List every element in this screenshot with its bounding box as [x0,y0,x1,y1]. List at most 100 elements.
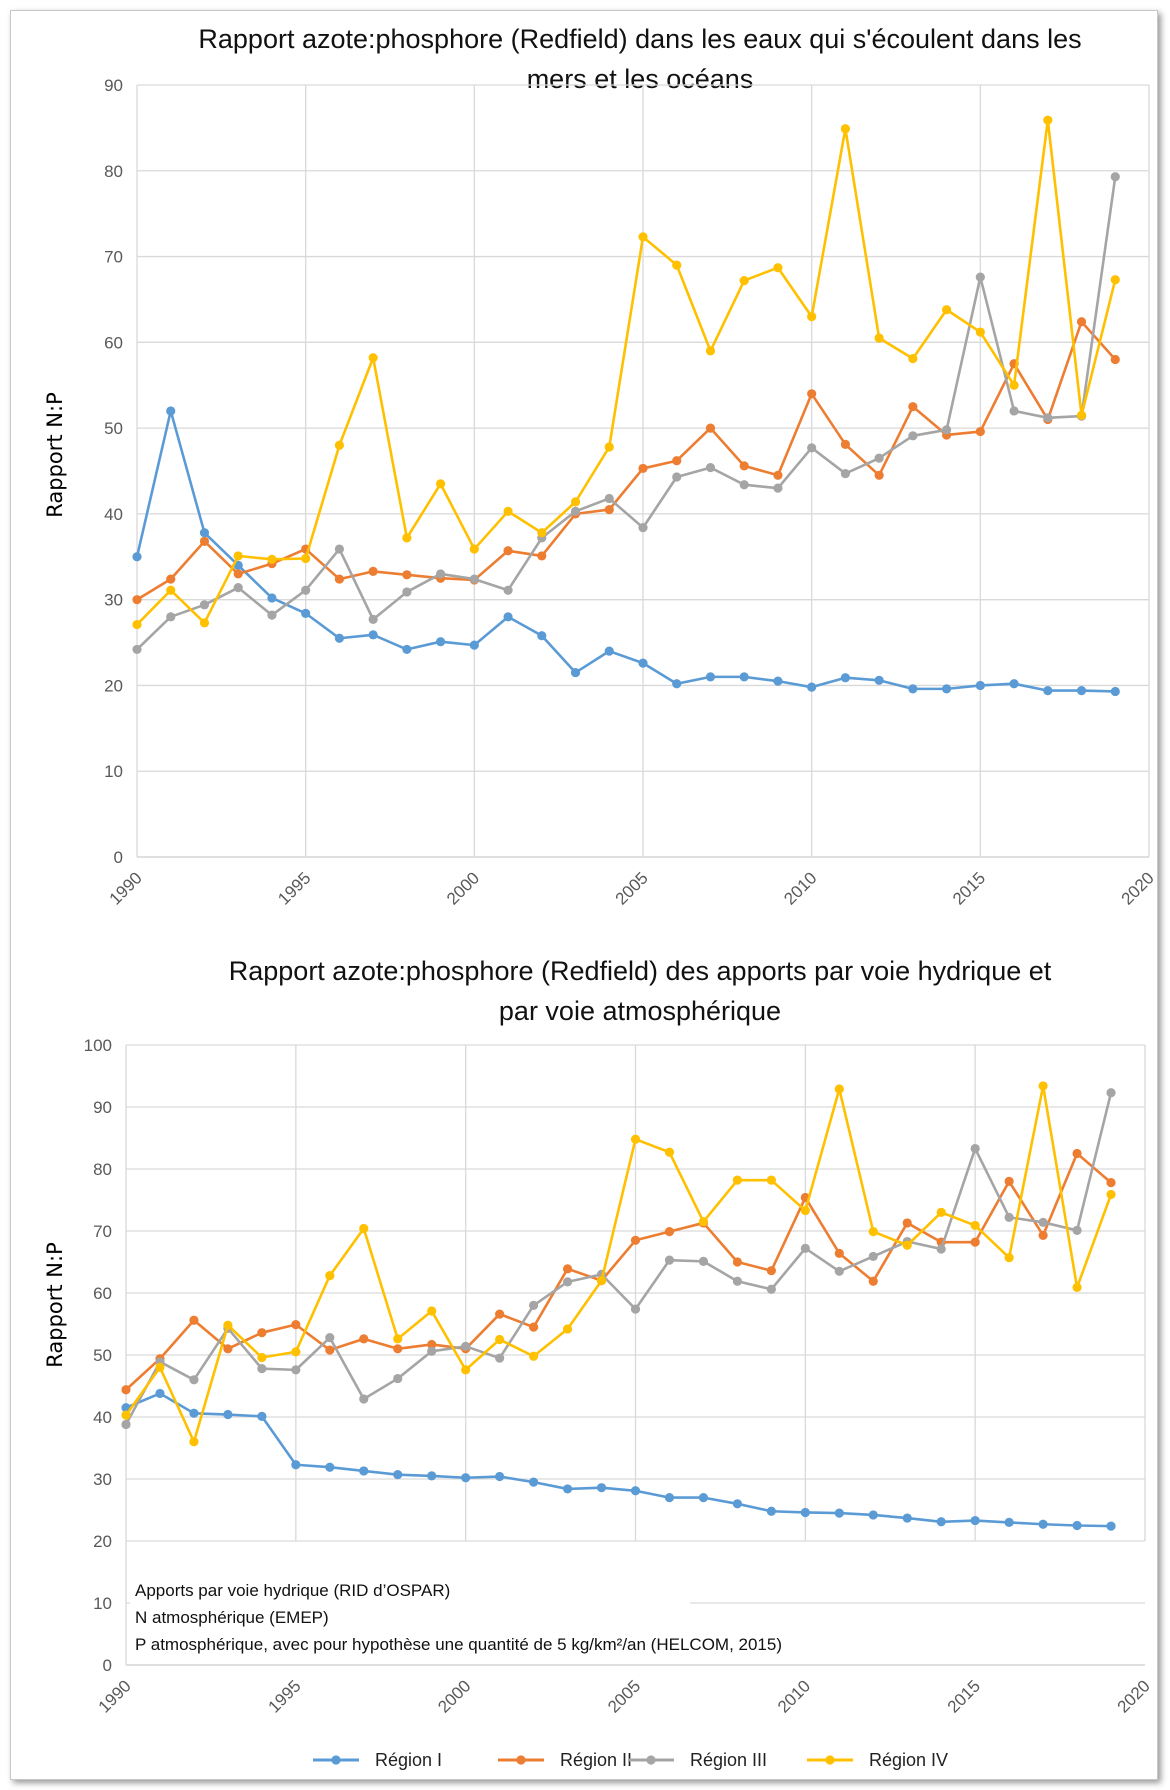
data-point [223,1409,233,1420]
data-point [189,1315,199,1325]
data-point [975,426,985,437]
data-point [562,1484,573,1494]
data-point [503,546,513,556]
data-point [807,389,817,399]
data-point [393,1373,403,1384]
y-tick-label: 50 [104,419,123,438]
data-point [334,574,344,584]
y-axis-label: Rapport N:P [43,392,67,518]
data-point [732,1175,743,1185]
data-point [800,1205,810,1216]
chart-title: par voie atmosphérique [499,996,781,1026]
data-point [325,1462,335,1472]
data-point [199,600,210,610]
legend-item: Région II [498,1750,632,1770]
legend-label: Région II [560,1750,632,1770]
data-point [402,587,412,597]
data-point [570,667,581,678]
y-tick-label: 70 [93,1222,112,1241]
series-region-iii [132,172,1120,655]
data-point [902,1240,912,1250]
data-point [807,312,817,322]
data-point [1038,1217,1048,1227]
y-tick-label: 90 [93,1098,112,1117]
data-point [233,583,243,593]
data-point [1106,1189,1116,1200]
data-point [121,1385,131,1395]
data-point [257,1328,267,1338]
data-point [267,554,277,564]
data-point [359,1466,369,1476]
data-point [1004,1212,1014,1222]
data-point [166,406,176,416]
data-point [132,595,142,605]
data-point [970,1220,980,1231]
chart-note: Apports par voie hydrique (RID d’OSPAR) [135,1581,450,1600]
data-point [461,1341,471,1351]
data-point [325,1271,335,1281]
data-point [233,569,243,579]
data-point [529,1351,539,1361]
y-tick-label: 50 [93,1346,112,1365]
chart-title: Rapport azote:phosphore (Redfield) dans … [198,24,1081,54]
data-point [630,1486,641,1496]
y-tick-label: 30 [104,591,123,610]
data-point [1106,1088,1116,1098]
data-point [874,453,884,463]
data-point [132,552,142,562]
data-point [1110,275,1120,285]
data-point [334,440,344,450]
data-point [672,679,682,689]
data-point [529,1477,539,1487]
data-point [698,1217,709,1227]
data-point [121,1410,131,1420]
data-point [503,585,513,595]
data-point [334,544,344,554]
data-point [638,463,648,474]
data-point [975,272,985,282]
data-point [942,425,952,435]
data-point [732,1276,743,1286]
data-point [325,1345,335,1355]
data-point [189,1408,199,1418]
data-point [461,1365,471,1375]
y-tick-label: 60 [93,1284,112,1303]
series-line [136,176,1117,651]
data-point [874,470,884,480]
data-point [975,327,985,337]
data-point [664,1255,675,1265]
data-point [393,1470,403,1480]
data-point [638,658,648,668]
data-point [132,619,142,630]
data-point [975,680,985,691]
data-point [936,1207,946,1217]
data-point [834,1084,844,1094]
data-point [834,1266,844,1276]
data-point [970,1237,980,1247]
x-tick-label: 2020 [1114,1676,1154,1716]
data-point [393,1344,403,1354]
data-point [529,1300,539,1310]
data-point [800,1243,810,1253]
data-point [1076,685,1087,696]
data-point [1004,1176,1014,1186]
y-tick-label: 0 [103,1656,112,1675]
y-tick-label: 80 [93,1160,112,1179]
data-point [537,631,547,641]
notes-background [130,1570,690,1662]
data-point [604,646,614,656]
data-point [1072,1520,1082,1531]
data-point [1110,172,1120,182]
x-tick-label: 2015 [949,868,989,908]
data-point [461,1473,471,1483]
data-point [834,1248,844,1258]
y-tick-label: 60 [104,333,123,352]
data-point [436,479,446,489]
legend-label: Région III [690,1750,767,1770]
series-region-iii [121,1088,1116,1430]
data-point [359,1334,369,1344]
data-point [469,544,479,554]
data-point [166,585,176,595]
data-point [166,612,176,622]
data-point [773,470,783,480]
